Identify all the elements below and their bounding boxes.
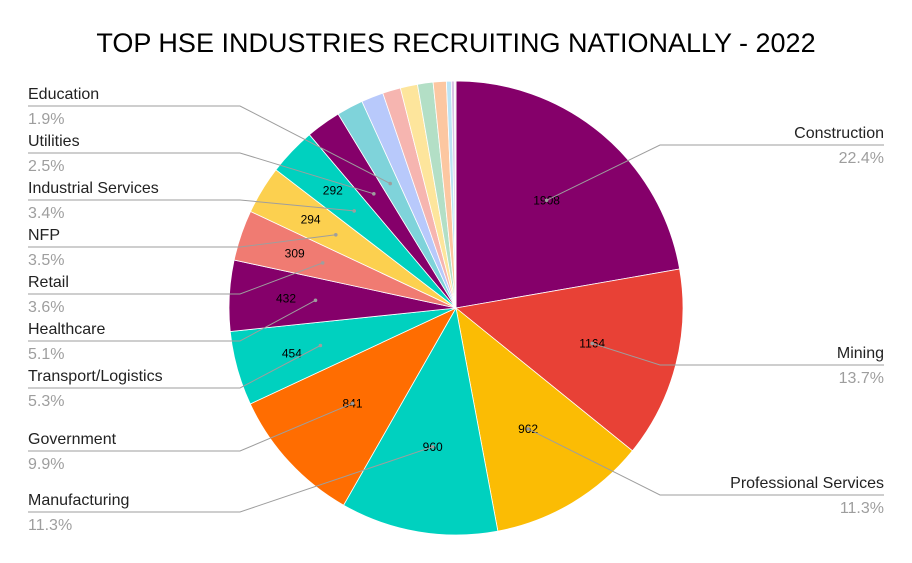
outside-label-percent: 13.7% bbox=[839, 370, 884, 387]
outside-labels: Construction 22.4% Mining 13.7% Professional… bbox=[28, 86, 884, 534]
leader-line bbox=[28, 199, 355, 212]
leader-line bbox=[28, 234, 336, 248]
slice-value-label: 309 bbox=[285, 247, 305, 261]
outside-label-name: NFP bbox=[28, 227, 60, 244]
leader-lines bbox=[28, 105, 884, 513]
pie-slices bbox=[228, 80, 684, 536]
pie-slice-other-19 bbox=[453, 80, 457, 309]
leader-line bbox=[28, 402, 353, 452]
outside-label-name: Healthcare bbox=[28, 321, 105, 338]
outside-label-percent: 11.3% bbox=[840, 500, 884, 517]
chart-title: TOP HSE INDUSTRIES RECRUITING NATIONALLY… bbox=[96, 28, 816, 58]
leader-line bbox=[28, 446, 433, 513]
pie-slice-government bbox=[249, 307, 457, 506]
leader-line bbox=[546, 144, 884, 201]
outside-label-percent: 3.4% bbox=[28, 205, 64, 222]
outside-label-percent: 22.4% bbox=[839, 150, 884, 167]
outside-label-percent: 3.5% bbox=[28, 252, 64, 269]
leader-line bbox=[527, 428, 884, 496]
leader-line bbox=[28, 105, 391, 185]
outside-label-name: Mining bbox=[837, 345, 884, 362]
outside-label-percent: 5.1% bbox=[28, 346, 64, 363]
outside-label-name: Retail bbox=[28, 274, 69, 291]
slice-value-label: 432 bbox=[276, 292, 296, 306]
outside-label-name: Government bbox=[28, 431, 117, 448]
outside-label-percent: 11.3% bbox=[28, 517, 72, 534]
outside-label-percent: 2.5% bbox=[28, 158, 64, 175]
leader-line bbox=[28, 152, 374, 195]
leader-line bbox=[28, 345, 321, 389]
outside-label-name: Professional Services bbox=[730, 475, 884, 492]
outside-label-name: Construction bbox=[794, 125, 884, 142]
leader-line bbox=[28, 262, 323, 295]
outside-label-percent: 5.3% bbox=[28, 393, 64, 410]
slice-value-label: 292 bbox=[323, 184, 343, 198]
outside-label-percent: 1.9% bbox=[28, 111, 64, 128]
outside-label-name: Utilities bbox=[28, 133, 80, 150]
outside-label-percent: 9.9% bbox=[28, 456, 64, 473]
outside-label-name: Industrial Services bbox=[28, 180, 159, 197]
outside-label-name: Transport/Logistics bbox=[28, 368, 163, 385]
pie-slice-professional-services bbox=[455, 307, 634, 532]
outside-label-name: Manufacturing bbox=[28, 492, 129, 509]
pie-slice-construction bbox=[455, 80, 681, 309]
slice-value-label: 454 bbox=[282, 346, 302, 360]
pie-slice-manufacturing bbox=[343, 306, 499, 536]
outside-label-name: Education bbox=[28, 86, 99, 103]
leader-dot bbox=[318, 343, 323, 348]
leader-line bbox=[592, 342, 884, 366]
slice-value-label: 294 bbox=[301, 212, 321, 226]
outside-label-percent: 3.6% bbox=[28, 299, 64, 316]
leader-line bbox=[28, 299, 316, 342]
